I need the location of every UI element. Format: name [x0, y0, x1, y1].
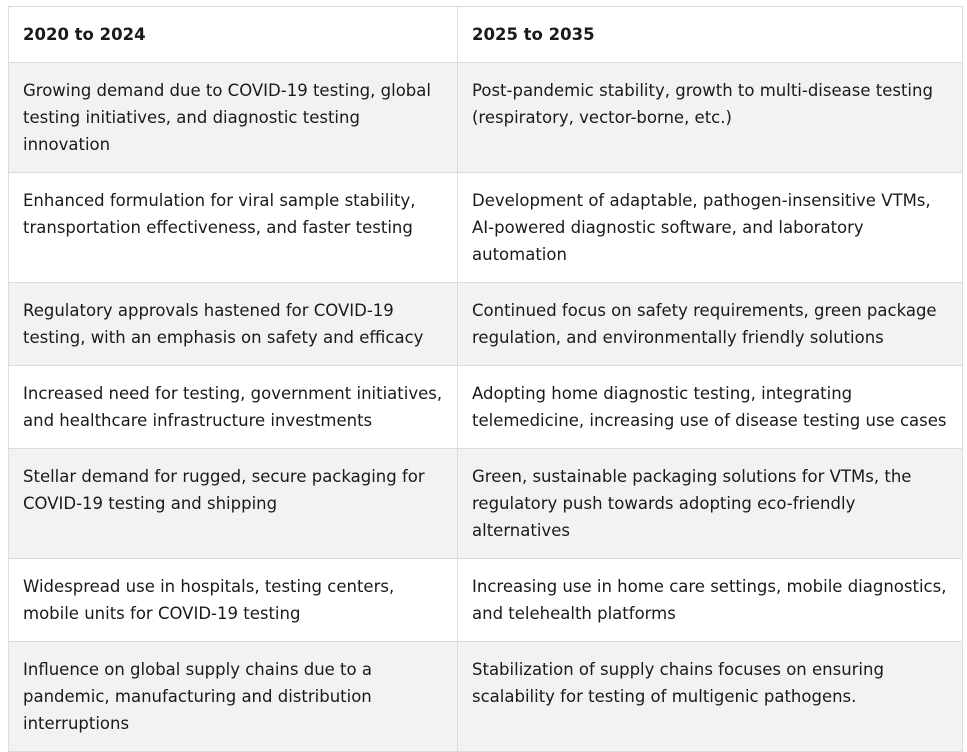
- column-header-2020-2024: 2020 to 2024: [8, 6, 458, 63]
- table-row: Increased need for testing, government i…: [8, 365, 963, 449]
- column-header-2025-2035: 2025 to 2035: [457, 6, 963, 63]
- cell-2020-2024: Enhanced formulation for viral sample st…: [8, 172, 458, 283]
- cell-2025-2035: Adopting home diagnostic testing, integr…: [457, 365, 963, 449]
- comparison-table-container: 2020 to 2024 2025 to 2035 Growing demand…: [8, 6, 963, 752]
- cell-2025-2035: Green, sustainable packaging solutions f…: [457, 448, 963, 559]
- cell-2020-2024: Growing demand due to COVID-19 testing, …: [8, 62, 458, 173]
- cell-2025-2035: Development of adaptable, pathogen-insen…: [457, 172, 963, 283]
- cell-2020-2024: Widespread use in hospitals, testing cen…: [8, 558, 458, 642]
- table-header-row: 2020 to 2024 2025 to 2035: [8, 6, 963, 63]
- cell-2025-2035: Increasing use in home care settings, mo…: [457, 558, 963, 642]
- table-row: Growing demand due to COVID-19 testing, …: [8, 62, 963, 173]
- table-row: Stellar demand for rugged, secure packag…: [8, 448, 963, 559]
- cell-2025-2035: Stabilization of supply chains focuses o…: [457, 641, 963, 752]
- table-row: Influence on global supply chains due to…: [8, 641, 963, 752]
- table-row: Regulatory approvals hastened for COVID-…: [8, 282, 963, 366]
- cell-2020-2024: Stellar demand for rugged, secure packag…: [8, 448, 458, 559]
- cell-2020-2024: Influence on global supply chains due to…: [8, 641, 458, 752]
- table-row: Enhanced formulation for viral sample st…: [8, 172, 963, 283]
- table-row: Widespread use in hospitals, testing cen…: [8, 558, 963, 642]
- cell-2020-2024: Increased need for testing, government i…: [8, 365, 458, 449]
- cell-2025-2035: Post-pandemic stability, growth to multi…: [457, 62, 963, 173]
- cell-2025-2035: Continued focus on safety requirements, …: [457, 282, 963, 366]
- comparison-table: 2020 to 2024 2025 to 2035 Growing demand…: [8, 6, 963, 752]
- cell-2020-2024: Regulatory approvals hastened for COVID-…: [8, 282, 458, 366]
